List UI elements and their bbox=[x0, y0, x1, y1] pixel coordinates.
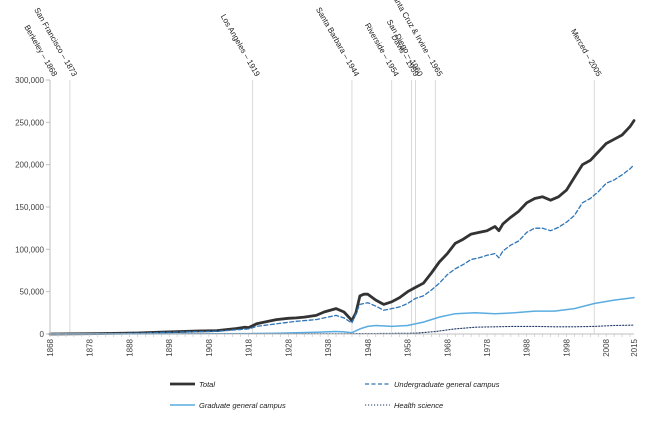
x-tick-label-1868: 1868 bbox=[46, 338, 55, 356]
x-tick-label-1968: 1968 bbox=[443, 338, 452, 356]
annotation-label-merced-2005: Merced – 2005 bbox=[569, 27, 604, 78]
legend-label-undergraduate-general-campus: Undergraduate general campus bbox=[394, 380, 500, 389]
y-tick-label-300000: 300,000 bbox=[15, 76, 44, 85]
series-line-graduate-general-campus bbox=[49, 296, 635, 335]
y-tick-label-200000: 200,000 bbox=[15, 161, 44, 170]
x-tick-label-1938: 1938 bbox=[324, 338, 333, 356]
x-tick-label-1928: 1928 bbox=[284, 338, 293, 356]
x-tick-label-1918: 1918 bbox=[245, 338, 254, 356]
series-layer bbox=[48, 119, 636, 336]
x-tick-label-2015: 2015 bbox=[630, 338, 639, 356]
legend-label-graduate-general-campus: Graduate general campus bbox=[199, 401, 286, 410]
x-tick-label-1988: 1988 bbox=[523, 338, 532, 356]
y-tick-label-100000: 100,000 bbox=[15, 245, 44, 254]
annotation-label-los-angeles-1919: Los Angeles – 1919 bbox=[219, 13, 262, 79]
legend-label-total: Total bbox=[199, 380, 215, 389]
series-line-undergraduate-general-campus bbox=[49, 164, 635, 335]
x-tick-label-1948: 1948 bbox=[364, 338, 373, 356]
series-line-total bbox=[48, 119, 636, 336]
x-tick-label-2008: 2008 bbox=[602, 338, 611, 356]
y-tick-label-250000: 250,000 bbox=[15, 118, 44, 127]
y-tick-label-50000: 50,000 bbox=[20, 288, 45, 297]
legend-label-health-science: Health science bbox=[394, 401, 443, 410]
y-tick-label-0: 0 bbox=[40, 330, 45, 339]
annotation-lines bbox=[49, 80, 595, 334]
x-tick-label-1898: 1898 bbox=[165, 338, 174, 356]
x-tick-label-1998: 1998 bbox=[562, 338, 571, 356]
axes-layer: 0 50,000 100,000 150,000 200,000 250,000 300,0… bbox=[15, 76, 639, 357]
x-tick-label-1908: 1908 bbox=[205, 338, 214, 356]
y-tick-label-150000: 150,000 bbox=[15, 203, 44, 212]
x-tick-label-1958: 1958 bbox=[404, 338, 413, 356]
series-line-health-science bbox=[49, 324, 635, 335]
legend: Total Undergraduate general campus Graduat… bbox=[170, 380, 500, 410]
x-tick-label-1878: 1878 bbox=[86, 338, 95, 356]
annotation-label-santa-barbara-1944: Santa Barbara – 1944 bbox=[314, 6, 361, 79]
x-tick-label-1978: 1978 bbox=[483, 338, 492, 356]
x-tick-label-1888: 1888 bbox=[125, 338, 134, 356]
